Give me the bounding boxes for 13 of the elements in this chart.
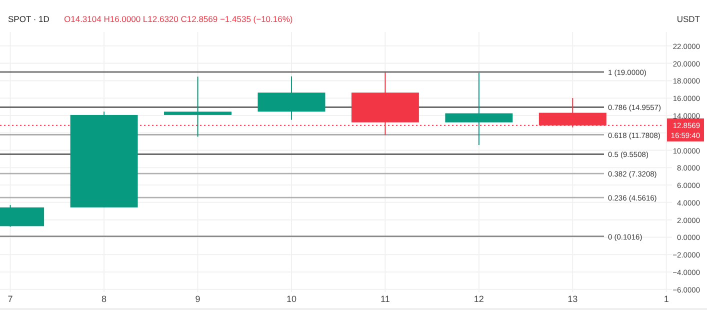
x-tick-label: 13 [568,294,578,304]
x-tick-label: 12 [474,294,484,304]
candlestick [445,72,513,146]
candlestick [164,76,232,138]
x-tick-label: 8 [102,294,107,304]
y-axis-title: USDT [676,14,700,24]
x-tick-label: 10 [286,294,296,304]
x-tick-label: 1 [664,294,669,304]
chart-title: SPOT · 1D [8,14,50,24]
x-tick-label: 11 [380,294,390,304]
chart-subtitle: O14.3104 H16.0000 L12.6320 C12.8569 −1.4535 (−10.16%) [64,14,293,24]
x-tick-label: 9 [195,294,200,304]
x-tick-label: 7 [8,294,13,304]
